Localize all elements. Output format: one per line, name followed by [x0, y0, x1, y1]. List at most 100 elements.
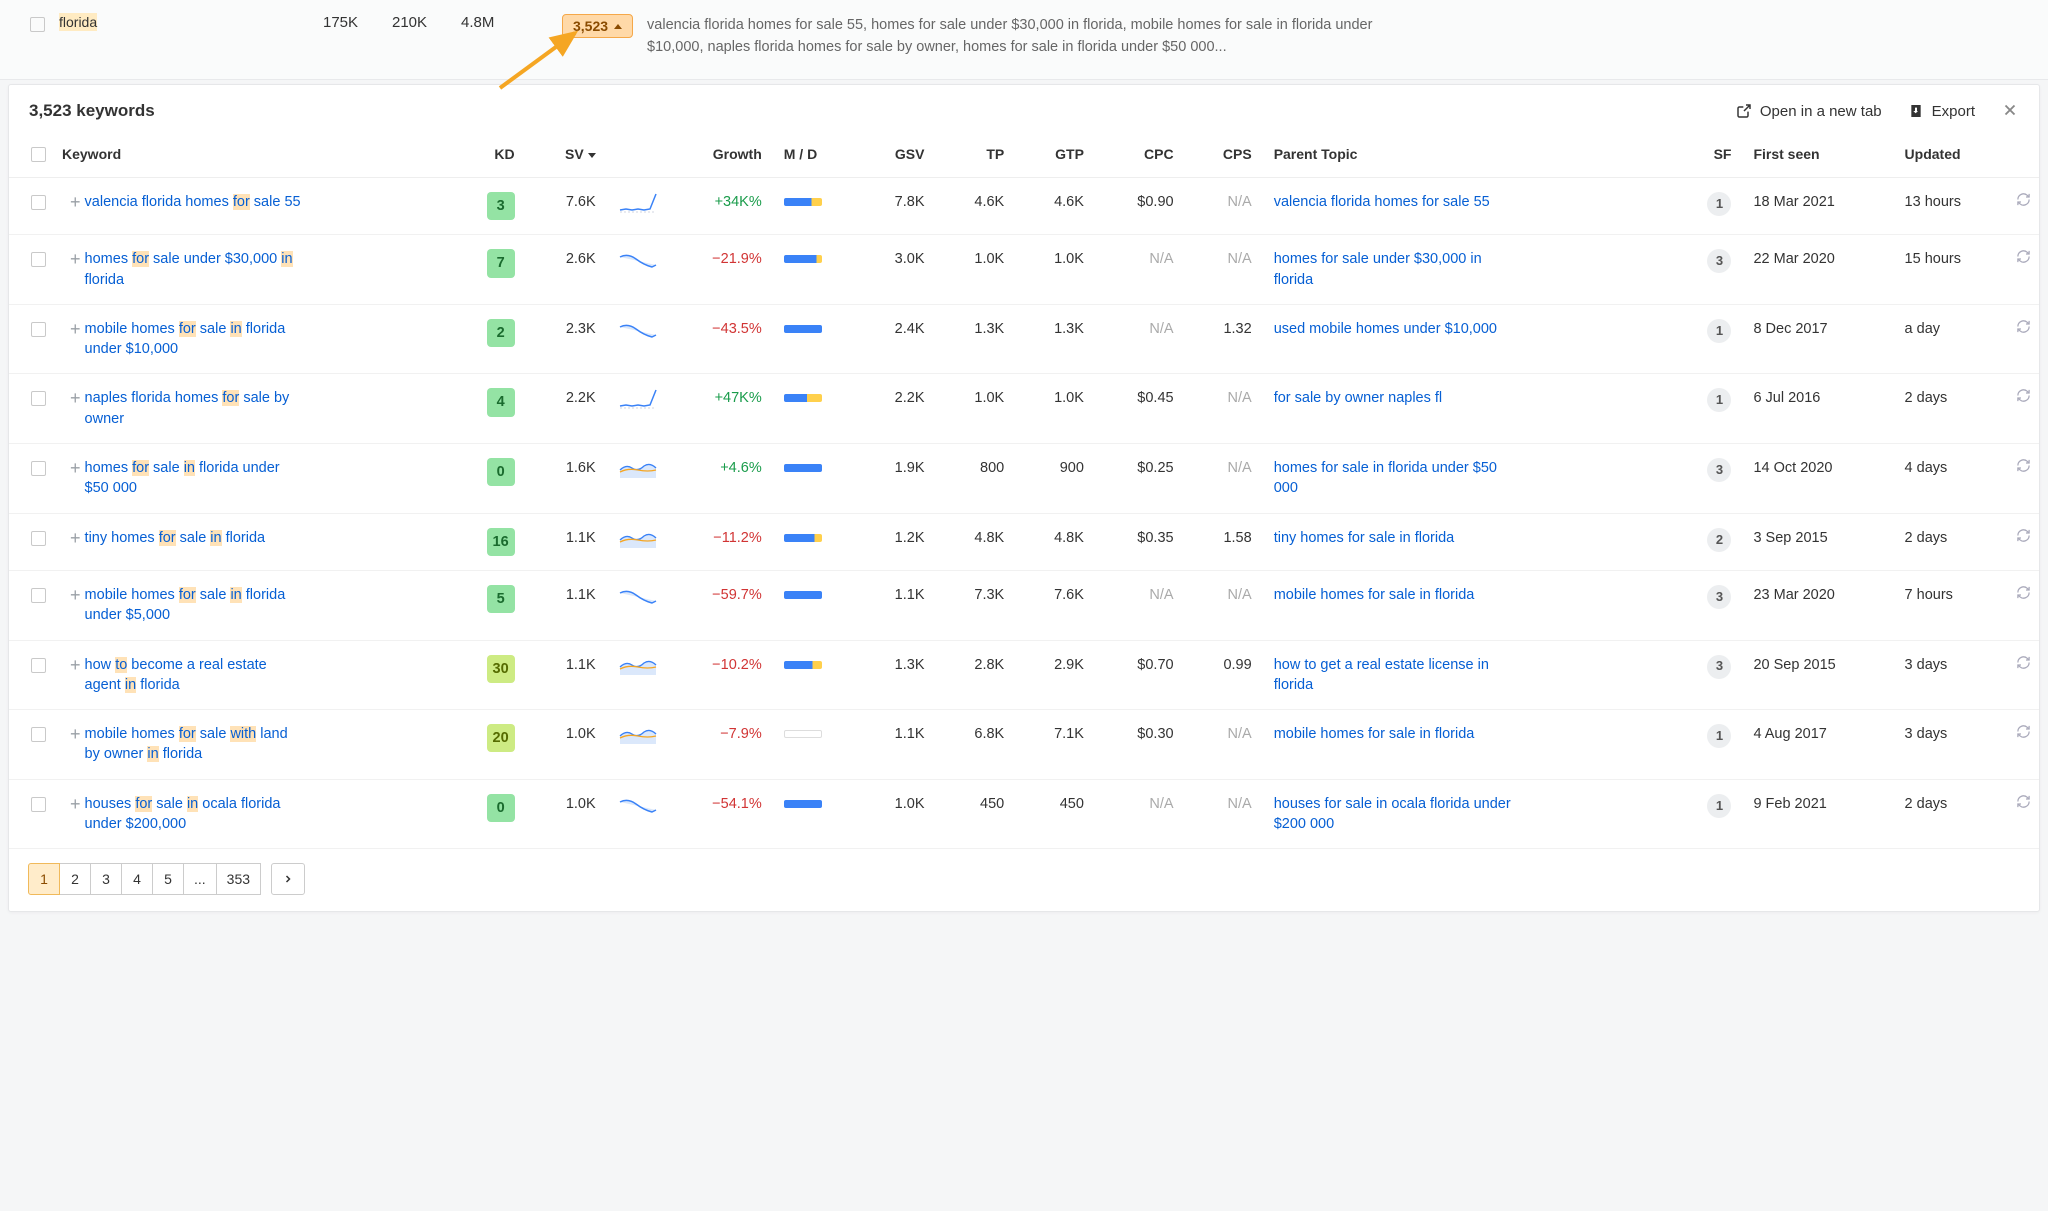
sparkline	[610, 304, 666, 374]
parent-topic-link[interactable]: homes for sale under $30,000 in florida	[1274, 249, 1524, 290]
parent-topic-link[interactable]: used mobile homes under $10,000	[1274, 319, 1497, 339]
first-seen-value: 14 Oct 2020	[1745, 444, 1896, 514]
page-button[interactable]: 353	[216, 863, 261, 895]
parent-topic-link[interactable]: homes for sale in florida under $50 000	[1274, 458, 1524, 499]
close-button[interactable]	[2001, 101, 2019, 122]
col-gsv[interactable]: GSV	[859, 134, 939, 178]
page-next-button[interactable]	[271, 863, 305, 895]
expand-button[interactable]: +	[70, 792, 81, 817]
parent-topic-link[interactable]: how to get a real estate license in flor…	[1274, 655, 1524, 696]
refresh-button[interactable]	[2008, 710, 2039, 780]
first-seen-value: 22 Mar 2020	[1745, 235, 1896, 305]
row-checkbox[interactable]	[31, 195, 46, 210]
page-button[interactable]: 5	[152, 863, 184, 895]
col-cpc[interactable]: CPC	[1098, 134, 1188, 178]
first-seen-value: 4 Aug 2017	[1745, 710, 1896, 780]
refresh-button[interactable]	[2008, 444, 2039, 514]
refresh-button[interactable]	[2008, 779, 2039, 849]
col-sv[interactable]: SV	[529, 134, 610, 178]
col-parent[interactable]: Parent Topic	[1266, 134, 1675, 178]
cps-value: N/A	[1188, 235, 1266, 305]
export-button[interactable]: Export	[1908, 103, 1975, 120]
refresh-button[interactable]	[2008, 640, 2039, 710]
page-button[interactable]: ...	[183, 863, 217, 895]
expand-button[interactable]: +	[70, 190, 81, 215]
col-tp[interactable]: TP	[939, 134, 1019, 178]
col-md[interactable]: M / D	[776, 134, 859, 178]
refresh-button[interactable]	[2008, 304, 2039, 374]
row-checkbox[interactable]	[31, 588, 46, 603]
refresh-button[interactable]	[2008, 235, 2039, 305]
sv-value: 1.1K	[529, 570, 610, 640]
row-checkbox[interactable]	[30, 17, 45, 32]
parent-topic-link[interactable]: valencia florida homes for sale 55	[1274, 192, 1490, 212]
expand-button[interactable]: +	[70, 583, 81, 608]
keyword-link[interactable]: how to become a real estate agent in flo…	[85, 655, 305, 696]
kd-chip: 20	[487, 724, 515, 752]
keyword-link[interactable]: tiny homes for sale in florida	[85, 528, 266, 548]
col-first[interactable]: First seen	[1745, 134, 1896, 178]
col-keyword[interactable]: Keyword	[54, 134, 452, 178]
col-sf[interactable]: SF	[1675, 134, 1746, 178]
refresh-button[interactable]	[2008, 570, 2039, 640]
first-seen-value: 3 Sep 2015	[1745, 513, 1896, 570]
table-row: + houses for sale in ocala florida under…	[9, 779, 2039, 849]
kd-chip: 30	[487, 655, 515, 683]
col-gtp[interactable]: GTP	[1018, 134, 1098, 178]
page-button[interactable]: 3	[90, 863, 122, 895]
refresh-button[interactable]	[2008, 513, 2039, 570]
refresh-button[interactable]	[2008, 177, 2039, 234]
row-checkbox[interactable]	[31, 658, 46, 673]
expand-button[interactable]: +	[70, 526, 81, 551]
keyword-link[interactable]: mobile homes for sale in florida under $…	[85, 319, 305, 360]
sparkline	[610, 177, 666, 234]
row-checkbox[interactable]	[31, 252, 46, 267]
parent-topic-link[interactable]: houses for sale in ocala florida under $…	[1274, 794, 1524, 835]
col-growth[interactable]: Growth	[666, 134, 776, 178]
cpc-value: $0.25	[1098, 444, 1188, 514]
expand-button[interactable]: +	[70, 247, 81, 272]
expand-button[interactable]: +	[70, 722, 81, 747]
row-checkbox[interactable]	[31, 322, 46, 337]
keyword-link[interactable]: naples florida homes for sale by owner	[85, 388, 305, 429]
select-all-checkbox[interactable]	[31, 147, 46, 162]
expand-button[interactable]: +	[70, 456, 81, 481]
row-checkbox[interactable]	[31, 461, 46, 476]
parent-topic-link[interactable]: tiny homes for sale in florida	[1274, 528, 1455, 548]
gsv-value: 1.1K	[859, 710, 939, 780]
md-bar	[784, 198, 822, 206]
expand-button[interactable]: +	[70, 653, 81, 678]
col-cps[interactable]: CPS	[1188, 134, 1266, 178]
row-checkbox[interactable]	[31, 727, 46, 742]
keyword-link[interactable]: homes for sale in florida under $50 000	[85, 458, 305, 499]
parent-topic-link[interactable]: mobile homes for sale in florida	[1274, 724, 1475, 744]
cps-value: N/A	[1188, 177, 1266, 234]
gsv-value: 7.8K	[859, 177, 939, 234]
page-button[interactable]: 4	[121, 863, 153, 895]
open-new-tab-button[interactable]: Open in a new tab	[1736, 103, 1882, 120]
expand-button[interactable]: +	[70, 386, 81, 411]
keyword-link[interactable]: homes for sale under $30,000 in florida	[85, 249, 305, 290]
keyword-link[interactable]: valencia florida homes for sale 55	[85, 192, 301, 212]
cpc-value: N/A	[1098, 304, 1188, 374]
row-checkbox[interactable]	[31, 391, 46, 406]
updated-value: 3 days	[1897, 640, 2008, 710]
row-checkbox[interactable]	[31, 797, 46, 812]
expand-button[interactable]: +	[70, 317, 81, 342]
col-kd[interactable]: KD	[452, 134, 529, 178]
sf-chip: 1	[1707, 724, 1731, 748]
keyword-link[interactable]: mobile homes for sale in florida under $…	[85, 585, 305, 626]
cps-value: N/A	[1188, 710, 1266, 780]
parent-topic-link[interactable]: for sale by owner naples fl	[1274, 388, 1442, 408]
keyword-count-badge[interactable]: 3,523	[562, 14, 633, 38]
page-button[interactable]: 2	[59, 863, 91, 895]
row-checkbox[interactable]	[31, 531, 46, 546]
parent-topic-link[interactable]: mobile homes for sale in florida	[1274, 585, 1475, 605]
page-button[interactable]: 1	[28, 863, 60, 895]
refresh-button[interactable]	[2008, 374, 2039, 444]
md-bar	[784, 394, 822, 402]
growth-value: −10.2%	[666, 640, 776, 710]
keyword-link[interactable]: mobile homes for sale with land by owner…	[85, 724, 305, 765]
keyword-link[interactable]: houses for sale in ocala florida under $…	[85, 794, 305, 835]
col-updated[interactable]: Updated	[1897, 134, 2008, 178]
